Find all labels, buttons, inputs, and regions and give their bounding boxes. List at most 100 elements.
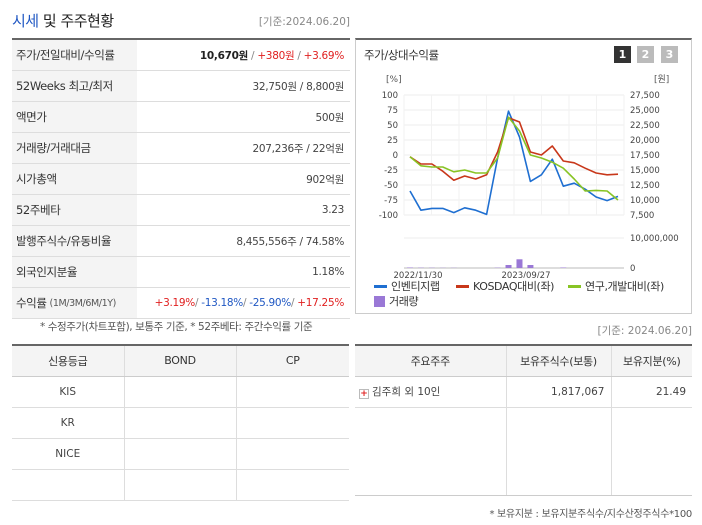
return-1m: +3.19% [154,297,196,309]
right-tick-label: 15,000 [630,166,660,176]
series-line [409,116,619,181]
table-cell [355,407,506,496]
left-tick-label: -75 [384,196,398,206]
section-header: 시세 및 주주현황 [기준:2024.06.20] [12,8,352,36]
legend-item-stock: 인벤티지랩 [374,278,440,294]
table-cell: 1,817,067 [505,376,611,408]
holders-footnote: * 보유지분 : 보유지분주식수/지수산정주식수*100 [489,509,692,520]
summary-value: 10,670원 / +380원 / +3.69% [199,49,345,62]
summary-row-shares: 발행주식수/유동비율 8,455,556주 / 74.58% [12,226,350,257]
right-tick-label: 27,500 [630,91,660,101]
table-cell [235,438,349,470]
left-tick-label: -25 [384,166,398,176]
table-row: NICE [12,438,349,470]
credit-rating-table: 신용등급 BOND CP KIS KR NICE [12,344,349,501]
summary-label: 52주베타 [12,195,137,225]
summary-row-returns: 수익률 (1M/3M/6M/1Y) +3.19%/ -13.18%/ -25.90… [12,288,350,319]
column-header: 보유주식수(보통) [505,346,611,377]
table-cell: KIS [12,376,124,408]
summary-value: 3.23 [321,204,344,216]
summary-row-market-cap: 시가총액 902억원 [12,164,350,195]
table-cell [610,407,692,496]
legend-item-volume: 거래량 [374,293,419,309]
summary-value: +3.19%/ -13.18%/ -25.90%/ +17.25% [154,297,345,309]
legend-label: 거래량 [389,295,419,308]
volume-tick-label: 0 [630,264,635,274]
left-tick-label: 0 [393,151,398,161]
right-unit-label: [원] [654,74,669,85]
major-holders-table: 주요주주 보유주식수(보통) 보유지분(%) + 김주희 외 10인 1,817,… [355,344,692,496]
summary-value: 207,236주 / 22억원 [252,142,345,155]
right-tick-label: 20,000 [630,136,660,146]
table-cell: KR [12,407,124,439]
expand-icon[interactable]: + [359,389,369,399]
legend-label: 연구,개발대비(좌) [585,280,664,293]
left-tick-label: 75 [387,106,398,116]
right-tick-label: 7,500 [630,211,654,221]
left-unit-label: [%] [386,75,402,85]
summary-row-foreign: 외국인지분율 1.18% [12,257,350,288]
left-tick-label: 100 [382,91,398,101]
table-cell [235,376,349,408]
table-header-row: 신용등급 BOND CP [12,346,349,377]
return-1y: +17.25% [297,297,344,309]
left-tick-label: -50 [384,181,398,191]
left-tick-label: 50 [387,121,398,131]
table-cell [12,469,124,501]
title-rest: 및 주주현황 [38,12,114,30]
chart-tab-2[interactable]: 2 [637,46,654,63]
current-price: 10,670원 [199,49,248,62]
summary-label: 액면가 [12,102,137,132]
table-cell [123,438,236,470]
chart-tab-1[interactable]: 1 [614,46,631,63]
legend-item-sector: 연구,개발대비(좌) [568,278,664,294]
summary-row-volume: 거래량/거래대금 207,236주 / 22억원 [12,133,350,164]
page-title: 시세 및 주주현황 [12,10,114,31]
legend-swatch [374,295,385,307]
return-6m: -25.90% [249,297,291,309]
table-cell [123,376,236,408]
table-header-row: 주요주주 보유주식수(보통) 보유지분(%) [355,346,692,377]
column-header: 보유지분(%) [610,346,692,377]
holders-base-date: [기준: 2024.06.20] [597,325,692,337]
return-3m: -13.18% [201,297,243,309]
holder-name[interactable]: 김주희 외 10인 [372,386,441,398]
summary-label: 외국인지분율 [12,257,137,287]
volume-bar [516,259,523,268]
holder-name-cell: + 김주희 외 10인 [355,376,506,408]
table-row [355,407,692,496]
base-date: [기준:2024.06.20] [258,16,350,28]
summary-value: 902억원 [306,173,344,186]
summary-label: 주가/전일대비/수익률 [12,40,137,70]
chart-title: 주가/상대수익률 [364,48,439,62]
series-line [409,116,619,201]
summary-value: 32,750원 / 8,800원 [252,80,344,93]
table-cell: NICE [12,438,124,470]
right-tick-label: 12,500 [630,181,660,191]
table-row: KR [12,407,349,439]
summary-row-par-value: 액면가 500원 [12,102,350,133]
summary-label: 시가총액 [12,164,137,194]
summary-label: 수익률 (1M/3M/6M/1Y) [12,288,137,318]
price-change-rate: +3.69% [303,49,345,62]
column-header: CP [235,346,349,377]
column-header: BOND [123,346,236,377]
summary-row-beta: 52주베타 3.23 [12,195,350,226]
legend-label: 인벤티지랩 [391,280,440,293]
summary-row-price: 주가/전일대비/수익률 10,670원 / +380원 / +3.69% [12,40,350,71]
summary-row-52week: 52Weeks 최고/최저 32,750원 / 8,800원 [12,71,350,102]
summary-value: 500원 [315,111,344,124]
left-tick-label: 25 [387,136,398,146]
table-cell: 21.49 [610,376,692,408]
volume-tick-label: 10,000,000 [630,234,679,244]
price-chart: [%] [원] 100 75 50 25 0 -25 -50 -75 -100 27,500 25,00… [379,74,679,278]
table-cell [505,407,611,496]
right-tick-label: 17,500 [630,151,660,161]
legend-swatch [568,284,581,288]
legend-label: KOSDAQ대비(좌) [473,280,555,293]
table-row [12,469,349,501]
chart-tab-3[interactable]: 3 [661,46,678,63]
left-tick-label: -100 [379,211,398,221]
table-cell [235,407,349,439]
summary-label: 52Weeks 최고/최저 [12,71,137,101]
